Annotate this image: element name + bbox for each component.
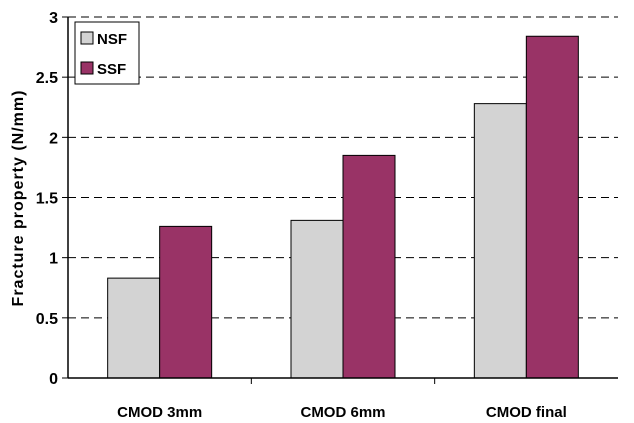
bar-nsf xyxy=(107,277,161,379)
x-category-label: CMOD 3mm xyxy=(117,404,202,421)
y-tick-label: 0.5 xyxy=(36,311,58,328)
bar-ssf xyxy=(525,35,579,379)
axes xyxy=(62,16,618,384)
y-tick-label: 3 xyxy=(49,10,58,27)
bar-ssf xyxy=(159,225,213,379)
bar-ssf xyxy=(342,154,396,379)
y-tick-label: 2 xyxy=(49,130,58,147)
y-tick-label: 1.5 xyxy=(36,191,58,208)
legend-swatch-nsf xyxy=(80,31,94,45)
y-tick-label: 1 xyxy=(49,251,58,268)
y-tick-labels: 0 0.5 1 1.5 2 2.5 3 xyxy=(36,10,58,388)
legend-label-nsf: NSF xyxy=(97,31,127,48)
y-tick-label: 2.5 xyxy=(36,70,58,87)
y-tick-label: 0 xyxy=(49,371,58,388)
legend-swatch-ssf xyxy=(80,61,94,75)
x-category-labels: CMOD 3mm CMOD 6mm CMOD final xyxy=(117,404,567,421)
legend-label-ssf: SSF xyxy=(97,61,126,78)
bar-nsf xyxy=(473,103,527,379)
y-axis-title: Fracture property (N/mm) xyxy=(10,90,27,307)
x-category-label: CMOD 6mm xyxy=(300,404,385,421)
legend: NSF SSF xyxy=(74,21,140,85)
bar-nsf xyxy=(290,219,344,379)
bars xyxy=(107,35,579,379)
x-category-label: CMOD final xyxy=(486,404,567,421)
